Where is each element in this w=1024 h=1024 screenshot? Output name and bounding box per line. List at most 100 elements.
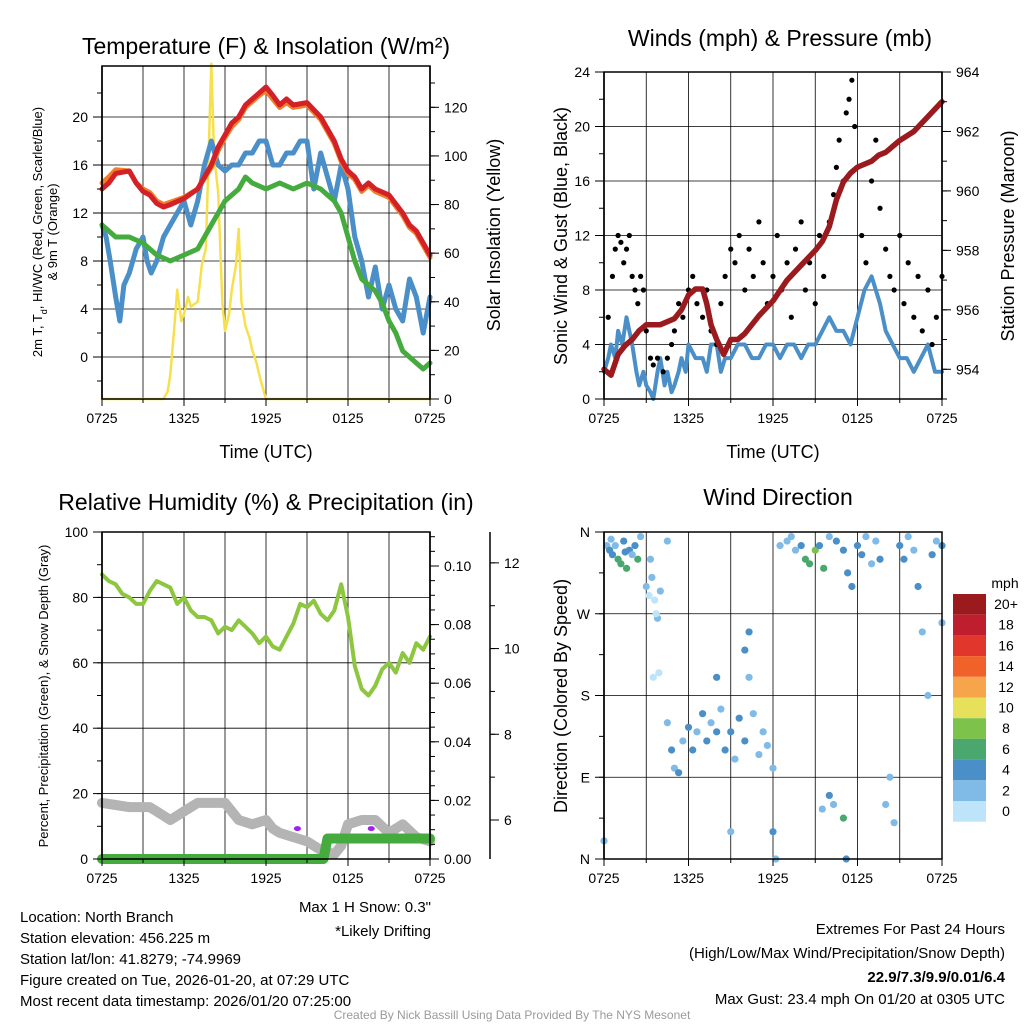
temp-y-right-tick-label: 120 bbox=[444, 99, 468, 115]
drifting-mark bbox=[293, 826, 301, 832]
drifting-mark bbox=[367, 826, 375, 832]
colorbar-label: 0 bbox=[1002, 803, 1010, 819]
gust-point bbox=[802, 287, 808, 293]
direction-y-tick-label: N bbox=[580, 524, 590, 540]
rh-y-tick-label: 100 bbox=[65, 524, 89, 540]
wind-y-label: Sonic Wind & Gust (Blue, Black) bbox=[551, 107, 571, 365]
temp-x-tick-label: 1325 bbox=[168, 410, 199, 426]
direction-point bbox=[900, 555, 908, 563]
credit-text: Created By Nick Bassill Using Data Provi… bbox=[334, 1008, 691, 1022]
direction-point bbox=[648, 573, 656, 582]
gust-point bbox=[877, 205, 883, 211]
extremes-values: 22.9/7.3/9.9/0.01/6.4 bbox=[867, 969, 1005, 986]
wind-y-right-tick-label: 964 bbox=[956, 64, 980, 80]
wind-panel-title: Winds (mph) & Pressure (mb) bbox=[628, 25, 932, 51]
gust-point bbox=[760, 260, 766, 266]
colorbar-label: 10 bbox=[998, 700, 1014, 716]
gust-point bbox=[632, 287, 638, 293]
direction-point bbox=[832, 537, 840, 545]
gust-point bbox=[843, 110, 849, 116]
gust-point bbox=[605, 314, 611, 320]
rh-x-tick-label: 0725 bbox=[86, 870, 117, 886]
gust-point bbox=[816, 232, 823, 239]
direction-point bbox=[825, 532, 833, 541]
gust-point bbox=[756, 219, 762, 225]
direction-point bbox=[818, 805, 826, 813]
rh-y-tick-label: 40 bbox=[72, 720, 88, 736]
wind-x-tick-label: 0125 bbox=[842, 410, 873, 426]
wind-y-right-tick-label: 956 bbox=[956, 302, 980, 318]
figure-created-text: Figure created on Tue, 2026-01-20, at 07… bbox=[20, 972, 350, 989]
gust-point bbox=[728, 246, 734, 252]
temp-x-tick-label: 0725 bbox=[86, 410, 117, 426]
direction-x-tick-label: 0725 bbox=[926, 870, 957, 886]
wind-y-tick-label: 12 bbox=[574, 228, 590, 244]
temp-x-label: Time (UTC) bbox=[219, 442, 312, 462]
series-2m-temperature bbox=[99, 84, 433, 258]
direction-point bbox=[703, 737, 711, 745]
gust-point bbox=[680, 314, 686, 320]
direction-point bbox=[628, 551, 636, 559]
direction-point bbox=[797, 542, 805, 550]
gust-point bbox=[836, 137, 842, 143]
direction-point bbox=[684, 723, 693, 731]
temp-y-label-subscript: d bbox=[39, 309, 49, 314]
direction-point bbox=[872, 537, 880, 545]
temp-y-right-tick-label: 80 bbox=[444, 197, 460, 213]
direction-point bbox=[741, 646, 749, 654]
series-relative-humidity bbox=[100, 572, 432, 698]
direction-point bbox=[745, 628, 753, 636]
direction-point bbox=[651, 596, 659, 604]
rh-y-tick-label: 60 bbox=[72, 655, 88, 671]
direction-point bbox=[882, 800, 890, 809]
colorbar-bin bbox=[953, 738, 986, 760]
gust-point bbox=[784, 260, 790, 266]
temp-y-tick-label: 20 bbox=[72, 109, 88, 125]
gust-point bbox=[635, 301, 641, 307]
direction-y-tick-label: W bbox=[577, 606, 591, 622]
gust-point bbox=[609, 273, 616, 279]
temp-y-label: 2m T, Td, HI/WC (Red, Green, Scarlet/Blu… bbox=[30, 107, 60, 357]
temp-y-tick-label: 8 bbox=[80, 253, 88, 269]
direction-point bbox=[713, 728, 721, 736]
extremes-title: Extremes For Past 24 Hours bbox=[816, 921, 1005, 938]
colorbar-title: mph bbox=[991, 575, 1018, 591]
direction-point bbox=[876, 555, 884, 563]
temp-y-tick-label: 4 bbox=[80, 301, 88, 317]
direction-point bbox=[904, 532, 912, 541]
direction-point bbox=[848, 582, 856, 591]
direction-panel-title: Wind Direction bbox=[703, 484, 853, 510]
direction-point bbox=[649, 673, 657, 681]
gust-point bbox=[660, 369, 666, 375]
gust-point bbox=[718, 301, 724, 307]
rh-precip-tick-label: 0.04 bbox=[444, 734, 471, 750]
gust-point bbox=[770, 273, 776, 279]
gust-point bbox=[623, 246, 630, 252]
temp-y-tick-label: 12 bbox=[72, 205, 88, 221]
direction-point bbox=[731, 755, 739, 763]
svg-text:2m T, Td, HI/WC (Red, Green, S: 2m T, Td, HI/WC (Red, Green, Scarlet/Blu… bbox=[30, 107, 49, 357]
colorbar-label: 16 bbox=[998, 637, 1014, 653]
wind-y-tick-label: 4 bbox=[582, 337, 590, 353]
gust-point bbox=[664, 355, 670, 361]
direction-point bbox=[634, 555, 642, 563]
gust-point bbox=[901, 301, 907, 307]
gust-point bbox=[915, 273, 921, 279]
rh-snow-tick-label: 6 bbox=[504, 812, 512, 828]
direction-point bbox=[646, 555, 655, 563]
direction-point bbox=[918, 628, 926, 636]
gust-point bbox=[821, 273, 827, 279]
direction-point bbox=[617, 560, 625, 568]
wind-x-label: Time (UTC) bbox=[726, 442, 819, 462]
colorbar-bin bbox=[953, 759, 986, 781]
direction-point bbox=[886, 773, 894, 781]
direction-point bbox=[656, 587, 664, 595]
direction-point bbox=[910, 546, 918, 554]
direction-point bbox=[853, 542, 862, 550]
colorbar-label: 8 bbox=[1002, 720, 1010, 736]
recent-data-text: Most recent data timestamp: 2026/01/20 0… bbox=[20, 993, 351, 1010]
direction-point bbox=[763, 741, 771, 750]
direction-point bbox=[776, 542, 784, 550]
wind-y-tick-label: 0 bbox=[582, 391, 590, 407]
